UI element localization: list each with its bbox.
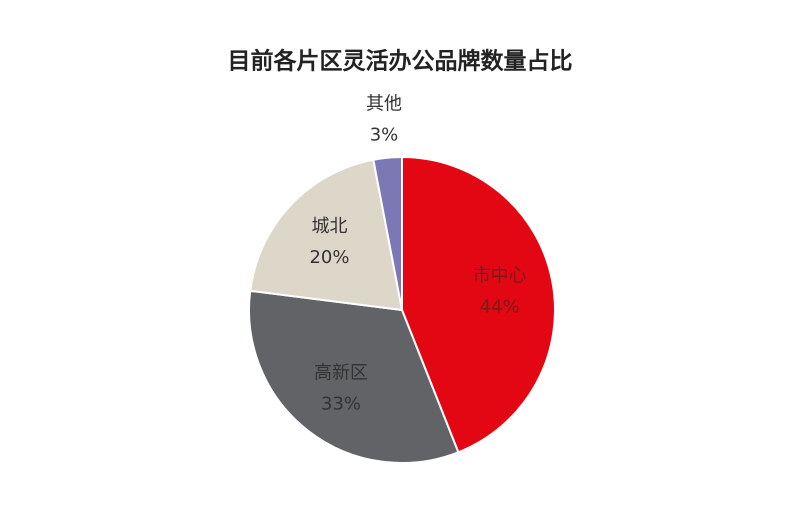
- slice-value: 44%: [480, 296, 520, 317]
- chart-title: 目前各片区灵活办公品牌数量占比: [228, 48, 573, 75]
- slice-value: 33%: [321, 394, 361, 415]
- pie-slice: [248, 289, 460, 464]
- slice-label: 高新区: [314, 363, 368, 384]
- slice-label: 城北: [312, 216, 348, 237]
- slice-label: 市中心: [473, 265, 527, 286]
- slice-value: 20%: [309, 247, 349, 268]
- pie-slice: [372, 155, 403, 311]
- pie-slice: [249, 158, 404, 312]
- pie-slice: [401, 155, 556, 454]
- slice-label: 其他: [366, 94, 402, 115]
- slice-value: 3%: [370, 125, 399, 146]
